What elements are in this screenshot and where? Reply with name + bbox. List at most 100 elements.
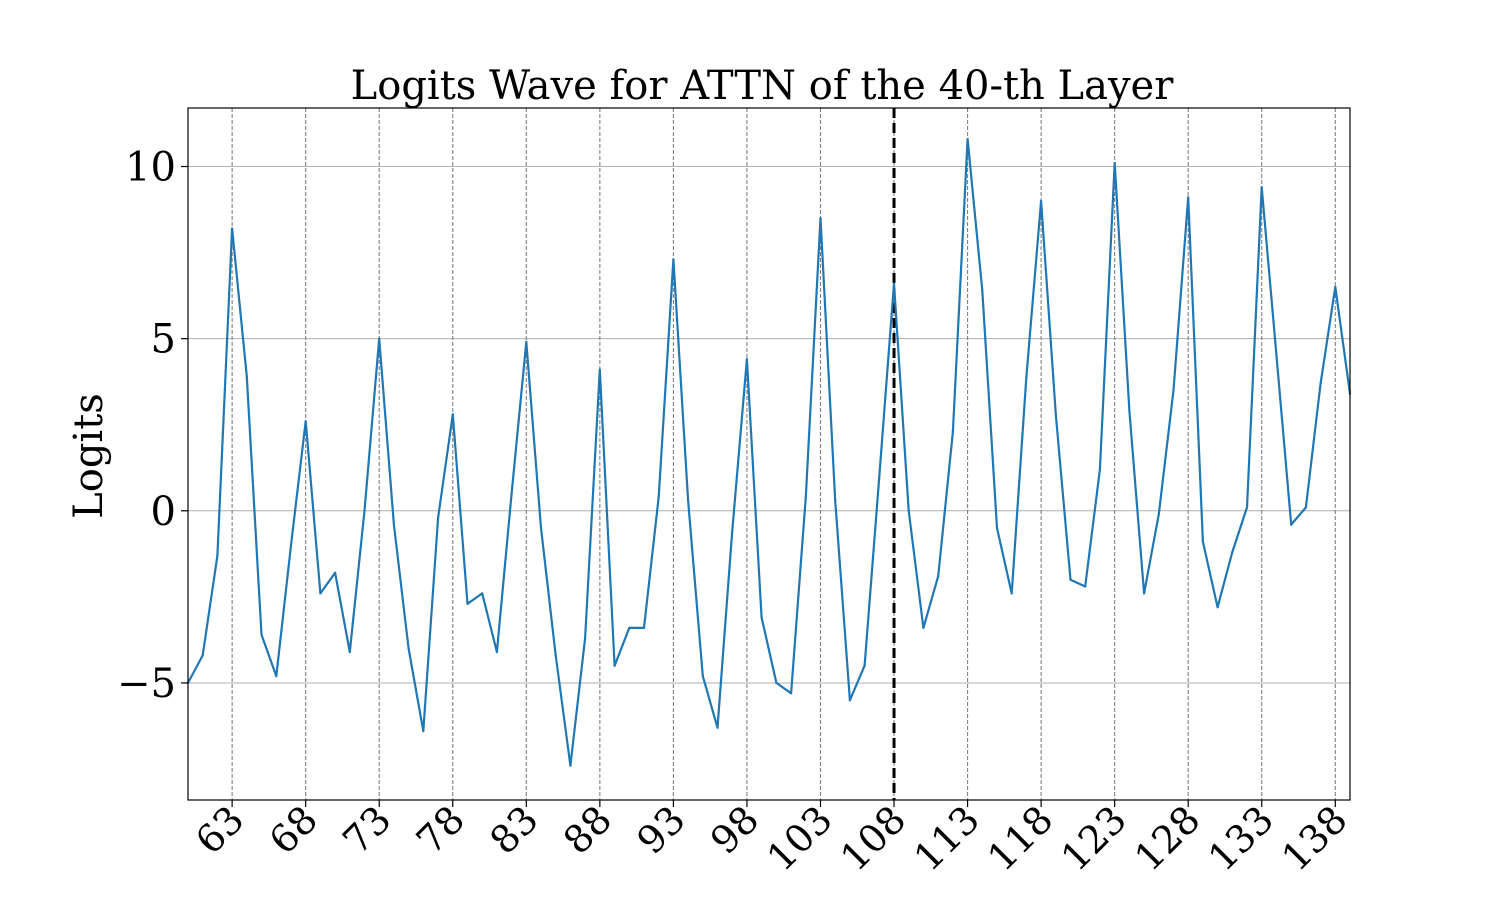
data-point (760, 616, 763, 619)
data-point (716, 726, 719, 729)
data-point (319, 592, 322, 595)
x-tick-label: 78 (408, 797, 473, 862)
data-point (201, 654, 204, 657)
data-point (260, 633, 263, 636)
data-point (1334, 285, 1337, 289)
y-tick-label: 0 (151, 489, 176, 535)
data-point (1025, 375, 1028, 378)
y-tick-label: −5 (117, 661, 176, 707)
series-line (187, 137, 1352, 767)
data-point (848, 699, 852, 702)
data-point (554, 654, 557, 657)
x-tick-label: 63 (187, 797, 252, 862)
data-point (231, 227, 234, 230)
x-tick-label: 83 (481, 797, 546, 862)
x-tick-label: 138 (1273, 797, 1355, 879)
data-point (642, 626, 646, 630)
data-point (995, 526, 999, 530)
data-point (628, 626, 631, 630)
data-point (1098, 468, 1101, 471)
x-tick-label: 123 (1053, 797, 1135, 879)
data-point (922, 626, 925, 630)
data-point (1275, 354, 1278, 357)
data-point (245, 375, 248, 378)
data-point (951, 430, 955, 433)
data-point (863, 664, 866, 667)
data-point (613, 664, 616, 667)
data-point (525, 341, 528, 344)
x-tick-label: 93 (628, 797, 693, 862)
data-point (657, 495, 660, 499)
data-point (481, 592, 484, 595)
data-point (363, 509, 366, 512)
data-point (1172, 389, 1175, 392)
data-point (348, 650, 351, 654)
data-point (422, 730, 425, 733)
data-point (216, 554, 219, 557)
data-point (1143, 592, 1146, 595)
data-point (1231, 551, 1234, 554)
data-point (745, 358, 749, 361)
data-point (1040, 199, 1043, 203)
data-point (466, 602, 469, 605)
y-gridlines (188, 166, 1350, 684)
x-tick-label: 108 (832, 797, 914, 879)
data-point (289, 544, 293, 547)
data-point (907, 509, 910, 512)
data-point (451, 413, 454, 416)
y-tick-label: 5 (151, 317, 176, 363)
data-point (1187, 196, 1190, 199)
data-point (1319, 382, 1322, 385)
data-point (334, 571, 337, 574)
series-points (186, 137, 1352, 767)
data-point (1304, 506, 1307, 509)
x-tick-label: 68 (261, 797, 326, 862)
data-point (1260, 186, 1263, 189)
x-tick-label: 113 (906, 797, 988, 879)
data-point (1128, 409, 1131, 413)
data-point (437, 516, 440, 519)
data-point (687, 499, 690, 502)
data-point (804, 495, 807, 499)
plot-frame (187, 107, 1351, 801)
data-point (1201, 540, 1204, 543)
data-point (775, 681, 778, 685)
data-point (701, 675, 704, 678)
x-gridlines (231, 108, 1336, 800)
data-point (1245, 506, 1249, 509)
chart-title: Logits Wave for ATTN of the 40-th Layer (351, 63, 1175, 109)
data-point (275, 675, 278, 678)
data-point (1084, 585, 1087, 588)
y-tick-label: 10 (125, 145, 176, 191)
data-point (495, 650, 498, 654)
x-tick-label: 88 (555, 797, 620, 862)
data-point (1010, 592, 1013, 595)
y-axis-label: Logits (66, 393, 112, 519)
data-point (892, 282, 896, 285)
data-point (598, 368, 601, 371)
x-tick-label: 133 (1200, 797, 1282, 879)
data-point (819, 217, 822, 220)
x-tick-label: 118 (979, 797, 1061, 879)
data-point (672, 258, 675, 261)
data-point (937, 575, 940, 578)
data-point (510, 492, 513, 495)
data-point (1113, 162, 1116, 165)
x-tick-label: 128 (1126, 797, 1208, 879)
data-point (569, 764, 572, 767)
data-point (966, 137, 969, 141)
data-point (1069, 578, 1072, 581)
data-point (981, 289, 984, 292)
data-point (790, 692, 793, 695)
data-point (304, 420, 307, 423)
x-tick-label: 73 (334, 797, 399, 862)
data-point (539, 526, 543, 530)
data-point (1290, 523, 1293, 526)
data-point (1157, 513, 1160, 516)
data-point (584, 637, 587, 640)
data-point (378, 337, 381, 340)
data-point (731, 530, 734, 533)
data-point (834, 499, 837, 502)
x-tick-label: 98 (702, 797, 767, 862)
